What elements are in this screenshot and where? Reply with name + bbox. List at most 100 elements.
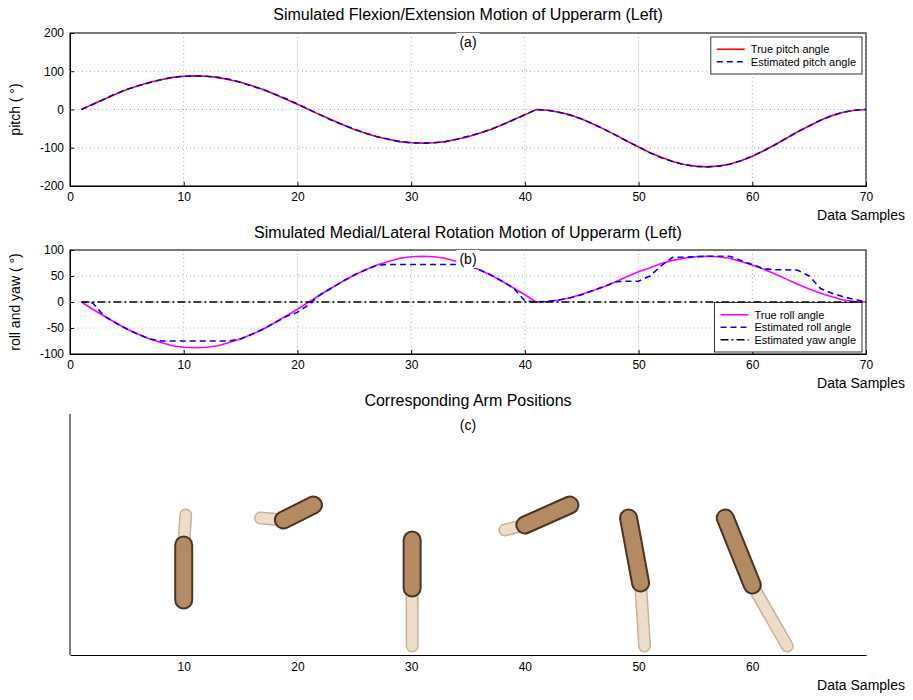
upper-arm [525,505,570,525]
grid [70,250,866,354]
x-tick: 60 [746,182,760,204]
arm-figure [629,518,645,646]
legend: True pitch angleEstimated pitch angle [711,37,862,74]
arm-figure [725,518,787,646]
y-tick-mark [70,328,74,329]
y-tick: 0 [57,103,74,117]
panel-label-patch [456,250,479,268]
grid-line-x [297,33,298,186]
grid-line-y [70,276,866,277]
x-tick-mark [411,182,412,186]
x-tick: 40 [519,182,533,204]
y-tick-mark [70,186,74,187]
legend-label: Estimated yaw angle [755,334,857,346]
y-tick: 50 [51,269,74,283]
x-tick-label: 30 [405,358,419,372]
x-tick: 20 [291,350,305,372]
legend-swatch [717,48,745,50]
legend-swatch [721,314,749,316]
y-tick-label: -200 [40,179,64,193]
x-tick: 30 [405,655,419,674]
x-tick-label: 60 [746,190,760,204]
x-tick-label: 10 [178,660,192,674]
x-tick-label: 40 [519,190,533,204]
grid-line-x [524,33,525,186]
upper-arm-outline [725,518,752,585]
x-tick-label: 20 [291,190,305,204]
legend-label: Estimated roll angle [755,321,852,333]
y-tick-mark [70,250,74,251]
legend-label: True roll angle [755,309,825,321]
upper-arm [629,518,641,583]
upper-arm-outline [525,505,570,525]
panel-label-patch [457,416,479,434]
x-tick-label: 70 [860,358,874,372]
grid-line-y [70,147,866,148]
legend-swatch [721,326,749,328]
x-tick: 10 [178,182,192,204]
x-tick: 40 [519,655,533,674]
x-tick-label: 0 [67,190,74,204]
legend-label: True pitch angle [751,43,829,55]
plot-frame [70,250,866,354]
x-tick: 40 [519,350,533,372]
y-tick-label: -100 [40,347,64,361]
x-tick: 70 [860,182,874,204]
x-tick-label: 30 [405,660,419,674]
x-tick-mark [525,182,526,186]
x-tick-mark [639,182,640,186]
y-tick-label: 0 [57,103,64,117]
y-axis-title: roll and yaw ( °) [7,253,23,350]
y-tick: 100 [44,65,74,79]
legend-label: Estimated pitch angle [751,56,856,68]
x-tick-mark [184,350,185,354]
upper-arm-outline [629,518,641,583]
y-tick-mark [70,33,74,34]
y-tick-mark [70,71,74,72]
y-tick-label: -50 [47,321,65,335]
upper-arm-outline [283,505,313,520]
grid-line-y [70,109,866,110]
y-tick-mark [70,276,74,277]
x-axis-line [71,186,867,187]
chart-title: Corresponding Arm Positions [364,392,571,409]
x-tick-label: 50 [632,190,646,204]
legend: True roll angleEstimated roll angleEstim… [715,303,863,353]
x-tick-mark [297,182,298,186]
grid-line-x [183,33,184,186]
x-tick-label: 40 [519,660,533,674]
y-tick-label: 100 [44,65,64,79]
x-tick: 50 [632,182,646,204]
upper-arm-outline [174,545,193,600]
legend-swatch [717,61,745,63]
forearm [752,585,787,646]
series-line [81,76,866,167]
x-tick-mark [752,182,753,186]
x-tick-mark [639,350,640,354]
x-tick: 10 [178,350,192,372]
y-tick: 200 [44,26,74,40]
x-tick: 20 [291,182,305,204]
arm-figure [184,515,186,600]
y-tick-label: 0 [57,295,64,309]
x-tick-label: 40 [519,358,533,372]
x-tick-mark [297,350,298,354]
lines [81,76,866,167]
x-tick-mark [411,350,412,354]
series-line [81,76,866,167]
panel-label: (c) [460,417,476,433]
y-tick-mark [70,302,74,303]
y-axis-line [70,414,71,655]
x-axis-title: Data Samples [817,677,905,693]
x-tick: 60 [746,655,760,674]
upper-arm [725,518,752,585]
x-tick: 30 [405,182,419,204]
x-tick-label: 60 [746,660,760,674]
x-tick-label: 70 [860,190,874,204]
panel-label-patch [456,33,479,51]
legend-swatch [721,339,749,341]
y-tick-label: 100 [44,243,64,257]
arm-figure [260,505,313,520]
y-tick: -50 [47,321,74,335]
plot-frame [70,33,866,186]
